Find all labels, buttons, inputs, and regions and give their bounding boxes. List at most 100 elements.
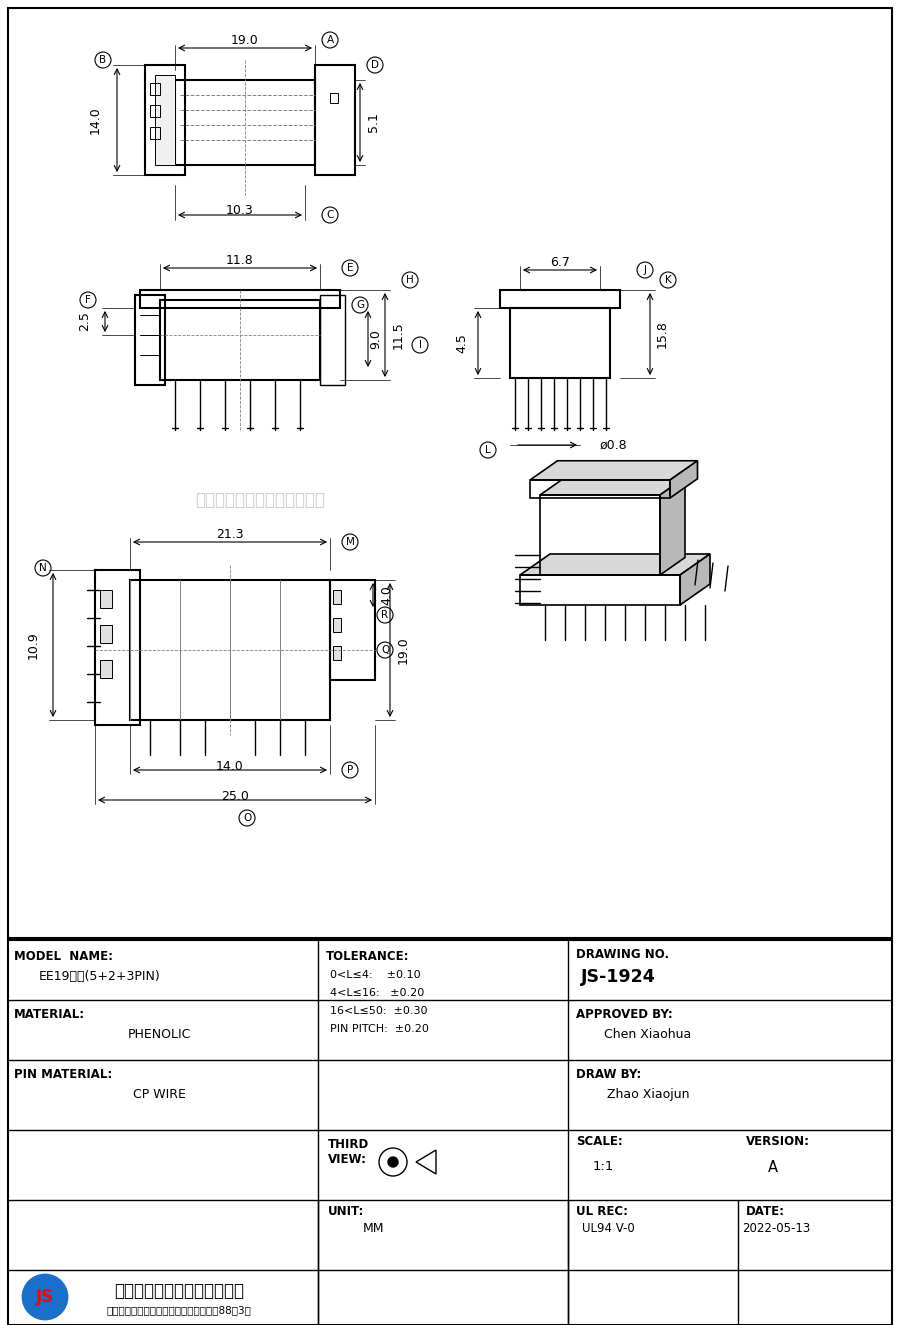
Bar	[95, 570, 140, 725]
Text: 2.5: 2.5	[78, 311, 92, 331]
Polygon shape	[520, 554, 710, 575]
Bar	[330, 580, 375, 680]
Text: PIN MATERIAL:: PIN MATERIAL:	[14, 1068, 112, 1081]
Text: 6.7: 6.7	[550, 256, 570, 269]
Text: K: K	[664, 276, 671, 285]
Text: Q: Q	[381, 645, 389, 655]
Polygon shape	[530, 461, 698, 480]
Bar	[150, 83, 160, 95]
Bar	[175, 80, 315, 166]
Text: 10.9: 10.9	[26, 631, 40, 659]
Text: JS-1924: JS-1924	[580, 969, 655, 986]
Bar	[100, 625, 112, 643]
Text: PHENOLIC: PHENOLIC	[127, 1028, 191, 1041]
Circle shape	[23, 1275, 67, 1318]
Text: 9.0: 9.0	[370, 329, 382, 348]
Bar	[135, 295, 165, 386]
Bar	[150, 127, 160, 139]
Text: 11.5: 11.5	[392, 321, 404, 348]
Text: G: G	[356, 299, 364, 310]
Bar	[333, 617, 341, 632]
Text: 0<L≤4:    ±0.10: 0<L≤4: ±0.10	[330, 970, 420, 980]
Text: M: M	[346, 537, 355, 547]
Text: PIN PITCH:  ±0.20: PIN PITCH: ±0.20	[330, 1024, 429, 1034]
Bar	[130, 580, 330, 719]
Text: O: O	[243, 814, 251, 823]
Bar	[100, 590, 112, 608]
Circle shape	[388, 1157, 398, 1167]
Text: R: R	[382, 610, 389, 620]
Bar	[315, 65, 355, 175]
Text: A: A	[327, 34, 334, 45]
Text: MODEL  NAME:: MODEL NAME:	[14, 950, 113, 963]
Text: 东莞市巨思电子科技有限公司: 东莞市巨思电子科技有限公司	[114, 1283, 244, 1300]
Text: L: L	[485, 445, 490, 454]
Text: ø0.8: ø0.8	[600, 439, 627, 452]
Text: 东莞市巨思电子科技有限公司: 东莞市巨思电子科技有限公司	[195, 492, 325, 509]
Text: UL REC:: UL REC:	[576, 1204, 628, 1218]
Text: D: D	[371, 60, 379, 70]
Text: 1:1: 1:1	[592, 1159, 614, 1173]
Text: APPROVED BY:: APPROVED BY:	[576, 1008, 673, 1022]
Text: MATERIAL:: MATERIAL:	[14, 1008, 86, 1022]
Text: 2022-05-13: 2022-05-13	[742, 1222, 810, 1235]
Bar	[145, 65, 185, 175]
Bar	[155, 76, 175, 166]
Bar	[140, 290, 340, 307]
Text: 15.8: 15.8	[655, 321, 669, 348]
Bar	[160, 299, 320, 380]
Text: N: N	[39, 563, 47, 572]
Text: 19.0: 19.0	[397, 636, 410, 664]
Text: H: H	[406, 276, 414, 285]
Text: TOLERANCE:: TOLERANCE:	[326, 950, 410, 963]
Text: C: C	[327, 209, 334, 220]
Text: 21.3: 21.3	[216, 527, 244, 541]
Text: Zhao Xiaojun: Zhao Xiaojun	[607, 1088, 689, 1101]
Text: 19.0: 19.0	[231, 33, 259, 46]
Text: J: J	[644, 265, 646, 276]
Text: DRAWING NO.: DRAWING NO.	[576, 947, 669, 961]
Text: Chen Xiaohua: Chen Xiaohua	[605, 1028, 691, 1041]
Text: E: E	[346, 262, 353, 273]
Text: 5.1: 5.1	[366, 113, 380, 132]
Bar	[333, 590, 341, 604]
Bar	[500, 290, 620, 307]
Bar	[150, 105, 160, 117]
Text: JS: JS	[36, 1288, 54, 1306]
Text: A: A	[768, 1159, 778, 1175]
Text: 4.0: 4.0	[380, 586, 393, 606]
Text: 14.0: 14.0	[216, 759, 244, 772]
Text: 11.8: 11.8	[226, 253, 254, 266]
Polygon shape	[660, 477, 685, 575]
Bar	[320, 295, 345, 386]
Polygon shape	[680, 554, 710, 606]
Text: DRAW BY:: DRAW BY:	[576, 1068, 641, 1081]
Text: THIRD
VIEW:: THIRD VIEW:	[328, 1138, 369, 1166]
Polygon shape	[540, 477, 685, 496]
Bar	[333, 647, 341, 660]
Text: EE19立式(5+2+3PIN): EE19立式(5+2+3PIN)	[39, 970, 161, 983]
Bar	[510, 307, 610, 378]
Text: I: I	[418, 341, 421, 350]
Bar	[330, 93, 338, 103]
Bar	[8, 939, 892, 1325]
Text: UNIT:: UNIT:	[328, 1204, 364, 1218]
Text: 广东省东莞市樟木头镇柏地管理区文明街88号3棋: 广东省东莞市樟木头镇柏地管理区文明街88号3棋	[106, 1305, 251, 1314]
Text: MM: MM	[362, 1222, 383, 1235]
Text: 4.5: 4.5	[455, 333, 469, 352]
Text: 25.0: 25.0	[221, 790, 249, 803]
Bar	[8, 8, 892, 938]
Text: B: B	[99, 56, 106, 65]
Polygon shape	[416, 1150, 436, 1174]
Text: 14.0: 14.0	[88, 106, 102, 134]
Text: VERSION:: VERSION:	[746, 1136, 810, 1147]
Text: 16<L≤50:  ±0.30: 16<L≤50: ±0.30	[330, 1006, 428, 1016]
Text: DATE:: DATE:	[746, 1204, 785, 1218]
Text: F: F	[86, 295, 91, 305]
Text: P: P	[346, 765, 353, 775]
Text: CP WIRE: CP WIRE	[132, 1088, 185, 1101]
Text: SCALE:: SCALE:	[576, 1136, 623, 1147]
Text: 10.3: 10.3	[226, 204, 254, 216]
Bar	[100, 660, 112, 678]
Polygon shape	[670, 461, 698, 498]
